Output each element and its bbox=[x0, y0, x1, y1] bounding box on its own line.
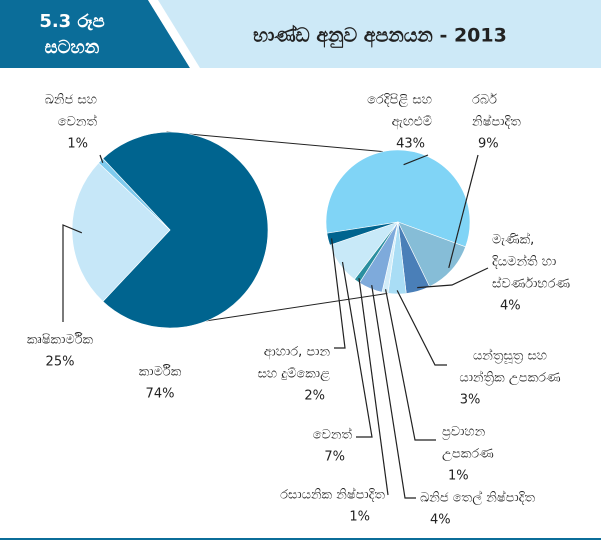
slice-label: යාන්ත්‍රික උපකරණ bbox=[459, 369, 561, 385]
slice-label: ඛනිජ සහ bbox=[45, 93, 97, 108]
connector-line bbox=[166, 131, 384, 153]
value-label: 7% bbox=[324, 450, 345, 465]
value-label: 9% bbox=[478, 137, 499, 152]
pie-slice bbox=[71, 162, 171, 302]
slice-label: ප්‍රවාහන bbox=[442, 425, 486, 440]
leader-line bbox=[62, 224, 83, 322]
pie-slice bbox=[102, 131, 269, 329]
pie-slice bbox=[326, 221, 399, 246]
slice-label: ඇඟළුම් bbox=[392, 115, 432, 130]
leader-line bbox=[384, 289, 436, 441]
leader-line bbox=[371, 285, 416, 499]
figure-label: සටහන bbox=[45, 37, 100, 58]
slice-label: උපකරණ bbox=[442, 447, 494, 462]
slice-label: නිෂ්පාදිත bbox=[472, 113, 521, 129]
slice-label: මැණික්, bbox=[492, 231, 534, 247]
slice-label: යන්ත්‍රසූත්‍ර සහ bbox=[473, 347, 547, 363]
slice-label: රසායනික නිෂ්පාදිත bbox=[280, 486, 385, 502]
value-label: 74% bbox=[146, 387, 175, 402]
slice-label: රෙදිපිළි සහ bbox=[367, 93, 432, 108]
value-label: 43% bbox=[396, 137, 425, 152]
value-label: 1% bbox=[349, 510, 370, 525]
leader-line bbox=[396, 290, 447, 366]
value-label: 25% bbox=[46, 355, 75, 370]
figure-label: 5.3 රූප bbox=[39, 11, 104, 32]
leader-line bbox=[358, 278, 389, 496]
value-label: 3% bbox=[460, 393, 481, 408]
leader-line bbox=[417, 267, 489, 289]
slice-label: සහ දුම්කොළ bbox=[258, 367, 331, 382]
value-label: 2% bbox=[304, 389, 325, 404]
slice-label: වෙනත් bbox=[313, 426, 353, 442]
slice-label: රබර් bbox=[472, 92, 497, 108]
pie-slice bbox=[98, 158, 171, 231]
slice-label: දියමන්ති හා bbox=[492, 253, 556, 269]
value-label: 4% bbox=[430, 513, 451, 528]
header-divider bbox=[148, 0, 200, 68]
slice-label: වෙනත් bbox=[58, 113, 98, 129]
slice-label: ආහාර, පාන bbox=[264, 345, 331, 360]
leader-line bbox=[448, 154, 479, 268]
value-label: 4% bbox=[500, 299, 521, 314]
pie-slice bbox=[325, 149, 471, 248]
value-label: 1% bbox=[67, 137, 88, 152]
chart-title: භාණ්ඩ අනුව අපනයන - 2013 bbox=[253, 24, 507, 49]
value-label: 1% bbox=[448, 469, 469, 484]
leader-line bbox=[99, 154, 104, 163]
leader-line bbox=[341, 261, 373, 438]
slice-label: කාර්මික bbox=[139, 364, 182, 380]
leader-line bbox=[330, 238, 346, 349]
slice-label: ස්වර්ණාභරණ bbox=[492, 275, 571, 291]
slice-label: කෘෂිකාර්මික bbox=[27, 332, 94, 348]
figure-label-box bbox=[0, 0, 190, 68]
leader-line bbox=[403, 154, 429, 166]
slice-label: ඛනිජ තෙල් නිෂ්පාදිත bbox=[420, 489, 535, 505]
